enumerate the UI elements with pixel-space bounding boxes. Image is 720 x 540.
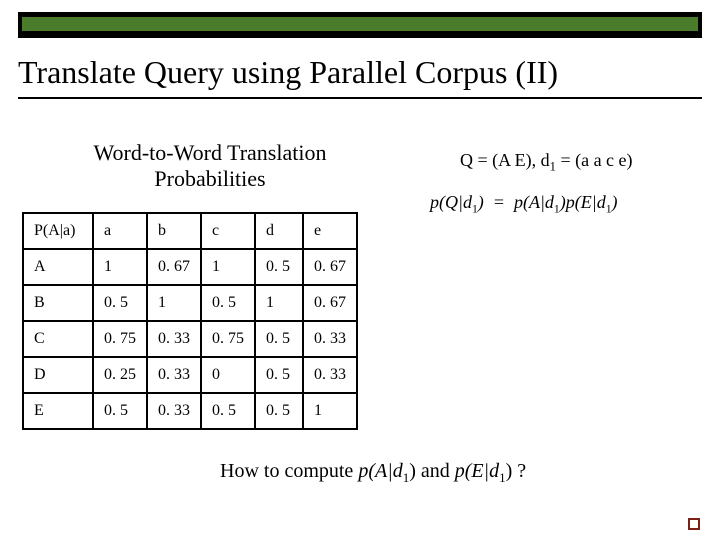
q-mid: and bbox=[416, 460, 455, 482]
table-cell: 0. 5 bbox=[93, 285, 147, 321]
table-row: D0. 250. 3300. 50. 33 bbox=[23, 357, 357, 393]
footer-marker-icon bbox=[688, 518, 700, 530]
q-sub1: 1 bbox=[403, 470, 410, 485]
q-suffix: ) ? bbox=[506, 460, 527, 482]
table-cell: 0. 67 bbox=[303, 285, 357, 321]
table-cell: 0. 75 bbox=[93, 321, 147, 357]
header-band-green bbox=[22, 17, 698, 31]
table-cell: 0. 33 bbox=[147, 321, 201, 357]
table-cell: D bbox=[23, 357, 93, 393]
table-cell: 0. 75 bbox=[201, 321, 255, 357]
subtitle-line2: Probabilities bbox=[154, 166, 265, 191]
query-def-prefix: Q = (A E), d bbox=[460, 150, 550, 170]
table-cell: 1 bbox=[147, 285, 201, 321]
table-cell: 1 bbox=[201, 249, 255, 285]
query-def-suffix: = (a a c e) bbox=[556, 150, 633, 170]
table-header-cell: c bbox=[201, 213, 255, 249]
table-row: C0. 750. 330. 750. 50. 33 bbox=[23, 321, 357, 357]
probability-formula: p(Q|d1) = p(A|d1)p(E|d1) bbox=[430, 192, 618, 216]
q-pA: p(A|d bbox=[358, 460, 402, 482]
table-cell: 0 bbox=[201, 357, 255, 393]
table-cell: 0. 5 bbox=[255, 357, 303, 393]
table-cell: 0. 5 bbox=[93, 393, 147, 429]
table-cell: A bbox=[23, 249, 93, 285]
table-cell: 0. 33 bbox=[147, 393, 201, 429]
table-header-cell: a bbox=[93, 213, 147, 249]
q-pE: p(E|d bbox=[455, 460, 499, 482]
q-prefix: How to compute bbox=[220, 460, 358, 482]
probability-table: P(A|a)abcdeA10. 6710. 50. 67B0. 510. 510… bbox=[22, 212, 358, 430]
table-cell: 1 bbox=[255, 285, 303, 321]
table-cell: 1 bbox=[303, 393, 357, 429]
table-row: E0. 50. 330. 50. 51 bbox=[23, 393, 357, 429]
table-cell: 0. 5 bbox=[201, 393, 255, 429]
subtitle-line1: Word-to-Word Translation bbox=[94, 140, 327, 165]
table-cell: B bbox=[23, 285, 93, 321]
table-row: B0. 510. 510. 67 bbox=[23, 285, 357, 321]
table-header-cell: b bbox=[147, 213, 201, 249]
table-header-cell: e bbox=[303, 213, 357, 249]
table-cell: E bbox=[23, 393, 93, 429]
table-cell: C bbox=[23, 321, 93, 357]
table-caption: Word-to-Word Translation Probabilities bbox=[60, 140, 360, 192]
question-text: How to compute p(A|d1) and p(E|d1) ? bbox=[220, 460, 526, 486]
table: P(A|a)abcdeA10. 6710. 50. 67B0. 510. 510… bbox=[22, 212, 358, 430]
table-cell: 0. 5 bbox=[255, 249, 303, 285]
table-cell: 0. 33 bbox=[303, 357, 357, 393]
table-row: A10. 6710. 50. 67 bbox=[23, 249, 357, 285]
table-cell: 0. 33 bbox=[303, 321, 357, 357]
table-cell: 0. 67 bbox=[303, 249, 357, 285]
table-cell: 0. 25 bbox=[93, 357, 147, 393]
query-definition: Q = (A E), d1 = (a a c e) bbox=[460, 150, 633, 175]
table-cell: 0. 5 bbox=[255, 393, 303, 429]
table-cell: 0. 5 bbox=[201, 285, 255, 321]
table-header-cell: P(A|a) bbox=[23, 213, 93, 249]
table-cell: 1 bbox=[93, 249, 147, 285]
table-cell: 0. 5 bbox=[255, 321, 303, 357]
table-cell: 0. 67 bbox=[147, 249, 201, 285]
table-cell: 0. 33 bbox=[147, 357, 201, 393]
table-header-cell: d bbox=[255, 213, 303, 249]
slide-title: Translate Query using Parallel Corpus (I… bbox=[18, 54, 702, 99]
